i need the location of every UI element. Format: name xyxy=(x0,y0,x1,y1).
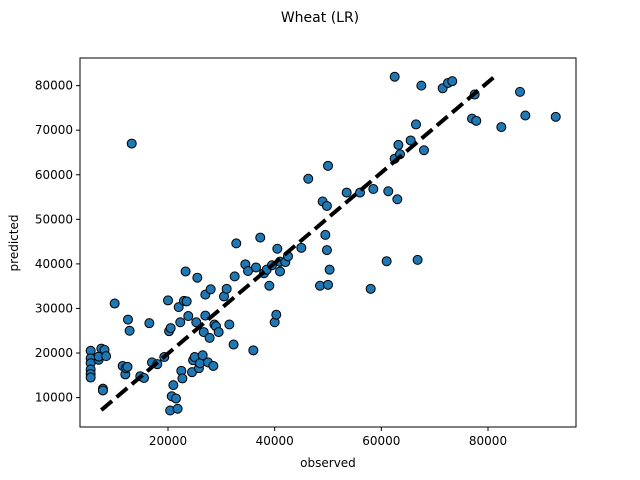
x-axis-title: observed xyxy=(300,456,356,470)
data-point xyxy=(126,138,137,149)
data-point xyxy=(323,160,333,171)
data-point xyxy=(175,317,186,328)
data-point xyxy=(198,327,209,338)
data-point xyxy=(221,283,232,294)
data-point xyxy=(163,295,173,306)
data-point xyxy=(341,187,352,198)
data-point xyxy=(303,173,314,184)
y-tick-label: 70000 xyxy=(35,123,73,137)
data-point xyxy=(383,186,394,197)
y-tick-label: 20000 xyxy=(35,346,73,360)
y-tick-label: 50000 xyxy=(35,212,73,226)
data-point xyxy=(447,76,458,87)
data-point xyxy=(264,280,275,291)
data-point xyxy=(515,86,525,97)
data-point xyxy=(171,393,181,404)
y-tick-label: 60000 xyxy=(35,168,73,182)
data-point xyxy=(229,271,240,282)
data-point xyxy=(177,373,188,384)
data-point xyxy=(323,279,333,290)
data-point xyxy=(181,296,192,307)
data-point xyxy=(255,232,266,243)
y-tick-label: 40000 xyxy=(35,257,73,271)
data-point xyxy=(550,111,561,122)
data-point xyxy=(412,254,423,265)
x-tick-label: 60000 xyxy=(362,434,400,448)
data-point xyxy=(365,283,376,294)
data-point xyxy=(101,351,112,362)
data-point xyxy=(97,385,108,396)
data-point xyxy=(251,262,261,273)
data-point xyxy=(204,332,215,343)
data-point xyxy=(368,184,379,195)
y-axis-title: predicted xyxy=(7,215,21,272)
data-point xyxy=(213,327,224,338)
data-point xyxy=(144,318,155,329)
data-point xyxy=(271,309,282,320)
data-point xyxy=(321,200,332,211)
data-point xyxy=(124,325,135,336)
plot-area: 20000 40000 60000 80000 10000 20000 30000 4000… xyxy=(35,57,577,448)
data-point xyxy=(191,317,202,328)
x-tick-label: 40000 xyxy=(256,434,294,448)
data-point xyxy=(321,245,332,256)
data-point xyxy=(122,361,133,372)
x-axis-ticks: 20000 40000 60000 80000 xyxy=(149,427,507,448)
y-tick-label: 30000 xyxy=(35,301,73,315)
data-point xyxy=(275,266,285,277)
data-point xyxy=(405,135,416,146)
data-point xyxy=(183,311,194,322)
data-point xyxy=(496,122,507,133)
data-point xyxy=(224,319,235,330)
x-tick-label: 80000 xyxy=(469,434,507,448)
data-point xyxy=(248,345,259,356)
data-point xyxy=(296,242,307,253)
data-point xyxy=(123,314,133,325)
data-point xyxy=(520,110,531,121)
data-point xyxy=(180,266,191,277)
data-point xyxy=(392,194,403,205)
plot-frame xyxy=(79,57,577,428)
data-point xyxy=(324,264,335,275)
data-point xyxy=(172,403,183,414)
y-axis-ticks: 10000 20000 30000 40000 50000 60000 70000 80000 xyxy=(35,79,80,405)
y-tick-label: 80000 xyxy=(35,79,73,93)
data-point xyxy=(208,360,219,371)
data-point xyxy=(416,80,427,91)
data-point xyxy=(192,272,203,283)
data-point xyxy=(85,372,96,383)
data-point xyxy=(168,380,179,391)
data-point xyxy=(411,119,421,130)
data-point xyxy=(320,229,331,240)
data-point xyxy=(393,139,404,150)
data-point xyxy=(419,145,429,156)
data-point xyxy=(231,238,242,249)
data-point xyxy=(389,71,400,82)
data-point xyxy=(471,115,482,126)
data-point xyxy=(197,350,208,361)
data-point xyxy=(109,298,120,309)
chart-title: Wheat (LR) xyxy=(281,10,359,26)
data-point xyxy=(165,323,176,334)
y-tick-label: 10000 xyxy=(35,391,73,405)
data-point xyxy=(381,256,392,267)
reference-line xyxy=(100,73,498,412)
x-tick-label: 20000 xyxy=(149,434,187,448)
data-point xyxy=(205,284,216,295)
data-point xyxy=(272,243,283,254)
data-point xyxy=(173,302,184,313)
data-point xyxy=(228,339,239,350)
